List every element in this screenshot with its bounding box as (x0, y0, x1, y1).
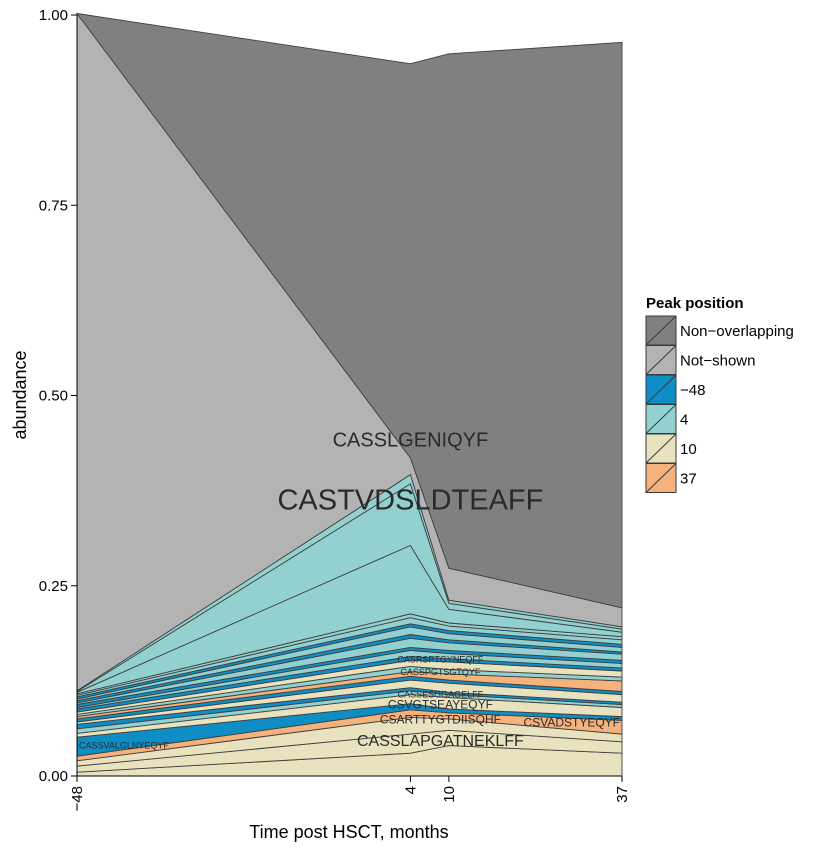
clone-label: CASRSPTGYNEQFF (397, 655, 484, 665)
clone-label: CASSLGENIQYF (333, 429, 489, 451)
y-axis-title: abundance (10, 350, 30, 439)
legend-label: −48 (680, 382, 705, 399)
x-tick-label: −48 (69, 786, 86, 811)
y-tick-label: 0.00 (39, 768, 68, 785)
legend-item: Non−overlapping (645, 315, 794, 346)
clone-label: CSVADSTYEQYF (524, 716, 620, 730)
clone-label: CASTVDSLDTEAFF (277, 485, 543, 517)
clone-label: CASSESGGAGELFF (398, 690, 484, 700)
legend-swatch-slash (645, 463, 677, 493)
clone-labels: CASSLGENIQYF CASTVDSLDTEAFF CASSLAPGATNEKL… (79, 429, 620, 750)
legend-swatch-slash (645, 433, 677, 464)
area-layers (75, 12, 623, 777)
legend-label: 4 (680, 412, 688, 429)
legend-item: 4 (645, 404, 688, 434)
y-tick-label: 1.00 (39, 7, 68, 24)
legend-title: Peak position (646, 295, 744, 312)
clone-label: CSVGTSEAYEQYF (388, 697, 493, 711)
clone-label: CSARTTYGTDIISQHF (380, 713, 501, 727)
legend: Peak position Non−overlapping Not−shown −48… (645, 295, 794, 493)
legend-item: 37 (645, 463, 697, 493)
legend-label: 10 (680, 441, 697, 458)
legend-label: Not−shown (680, 353, 755, 370)
legend-label: Non−overlapping (680, 323, 794, 340)
legend-item: Not−shown (645, 345, 755, 375)
clone-label: CASSLAPGATNEKLFF (357, 733, 524, 750)
legend-swatch-slash (645, 374, 677, 405)
x-tick-label: 10 (441, 786, 458, 803)
y-tick-label: 0.75 (39, 197, 68, 214)
x-axis-title: Time post HSCT, months (249, 822, 448, 842)
legend-swatch-slash (645, 315, 677, 346)
legend-swatch-slash (645, 404, 677, 434)
clone-label: CASSVALGLNYEQYF (79, 741, 169, 751)
legend-label: 37 (680, 471, 697, 488)
area-layer-26 (75, 12, 623, 609)
x-tick-label: 37 (614, 786, 631, 803)
axes: 0.00 0.25 0.50 0.75 1.00 −48 4 10 37 (39, 7, 631, 811)
y-tick-label: 0.50 (39, 388, 68, 405)
x-tick-label: 4 (402, 786, 419, 794)
y-tick-label: 0.25 (39, 578, 68, 595)
legend-swatch-slash (645, 345, 677, 375)
legend-item: 10 (645, 433, 697, 464)
clone-label: CASSPGTSGTQYF (400, 667, 481, 677)
legend-item: −48 (645, 374, 705, 405)
